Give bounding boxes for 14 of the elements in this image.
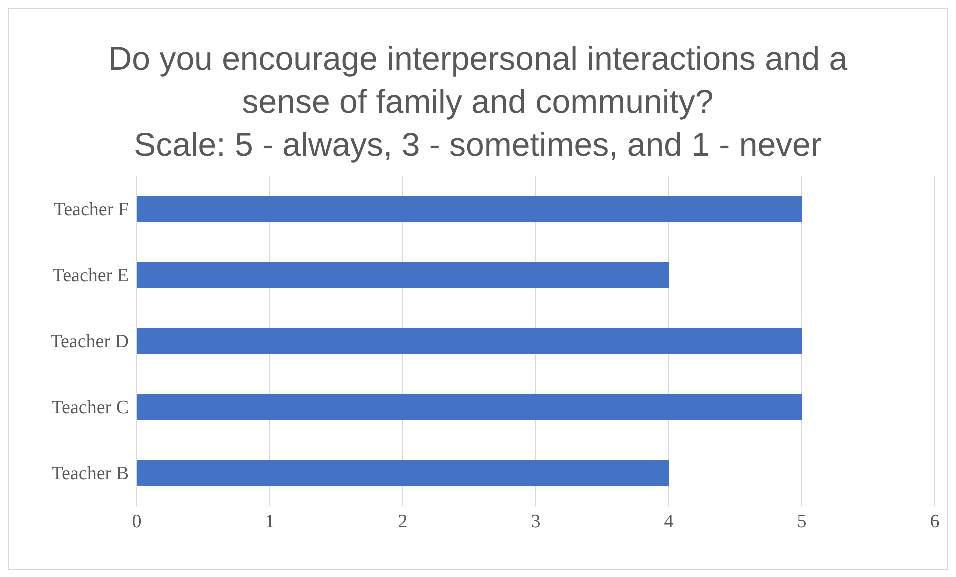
y-tick-label: Teacher F <box>54 200 129 221</box>
y-tick-label: Teacher E <box>52 266 129 287</box>
x-tick-label: 5 <box>797 511 807 532</box>
x-tick-label: 0 <box>132 511 142 532</box>
x-tick-label: 3 <box>531 511 541 532</box>
x-tick-label: 2 <box>398 511 408 532</box>
y-tick-label: Teacher D <box>50 332 129 353</box>
x-tick-label: 1 <box>265 511 275 532</box>
chart-title: Do you encourage interpersonal interactions and a sense of family and community? <box>107 39 849 122</box>
y-tick-label: Teacher B <box>52 464 129 485</box>
y-tick-label: Teacher C <box>52 398 129 419</box>
x-tick-label: 6 <box>930 511 940 532</box>
x-tick-label: 4 <box>664 511 674 532</box>
chart-subtitle: Scale: 5 - always, 3 - sometimes, and 1 - never <box>133 125 823 165</box>
